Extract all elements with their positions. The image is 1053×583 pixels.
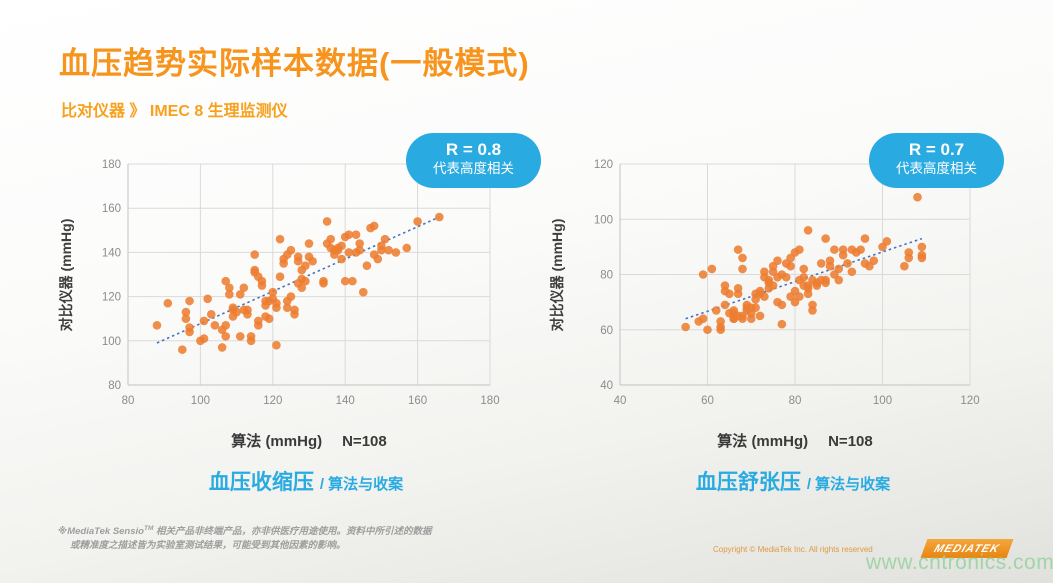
svg-text:100: 100: [191, 395, 210, 407]
svg-text:120: 120: [960, 395, 979, 407]
svg-text:100: 100: [873, 395, 892, 407]
sample-count: N=108: [828, 433, 873, 450]
svg-text:120: 120: [594, 159, 613, 171]
svg-text:80: 80: [108, 380, 121, 392]
disclaimer-text: ※MediaTek SensioTM 相关产品非终端产品，亦非供医疗用途使用。资…: [58, 522, 432, 553]
caption-sub: / 算法与收案: [319, 476, 404, 493]
svg-text:60: 60: [701, 395, 714, 407]
correlation-badge-systolic: R = 0.8 代表高度相关: [406, 133, 541, 188]
r-desc-label: 代表高度相关: [433, 161, 514, 176]
chart-caption-diastolic: 血压舒张压 / 算法与收案: [696, 466, 890, 496]
chart-caption-systolic: 血压收缩压 / 算法与收案: [209, 466, 403, 496]
r-value-label: R = 0.7: [908, 140, 965, 159]
disclaimer-line-1: ※MediaTek SensioTM 相关产品非终端产品，亦非供医疗用途使用。资…: [58, 525, 432, 538]
svg-text:100: 100: [102, 336, 121, 348]
diastolic-scatter-chart: 40 60 80 100 120 40 60 80 100 120: [594, 159, 980, 407]
svg-text:40: 40: [614, 395, 627, 407]
disclaimer-line-2: 或精准度之描述皆为实验室测试结果，可能受到其他因素的影响。: [70, 540, 346, 552]
svg-text:80: 80: [600, 270, 613, 282]
y-axis-label-systolic: 对比仪器 (mmHg): [58, 218, 74, 332]
svg-text:80: 80: [789, 395, 802, 407]
x-axis-title: 算法 (mmHg): [717, 433, 809, 450]
svg-text:40: 40: [600, 380, 613, 392]
subtitle: 比对仪器 》 IMEC 8 生理监测仪: [61, 103, 288, 120]
r-desc-label: 代表高度相关: [896, 161, 977, 176]
svg-text:160: 160: [102, 203, 121, 215]
systolic-scatter-chart: 80 100 120 140 160 180 80 100 120 140 160 180: [102, 159, 500, 407]
svg-text:180: 180: [480, 395, 499, 407]
svg-text:140: 140: [102, 247, 121, 259]
caption-sub: / 算法与收案: [806, 476, 891, 493]
svg-text:120: 120: [263, 395, 282, 407]
sample-count: N=108: [342, 433, 387, 450]
svg-text:60: 60: [600, 325, 613, 337]
page-title: 血压趋势实际样本数据(一般模式): [59, 46, 530, 81]
correlation-badge-diastolic: R = 0.7 代表高度相关: [869, 133, 1004, 188]
svg-text:160: 160: [408, 395, 427, 407]
svg-text:180: 180: [102, 159, 121, 171]
svg-text:120: 120: [102, 292, 121, 304]
r-value-label: R = 0.8: [445, 140, 502, 159]
svg-text:100: 100: [594, 214, 613, 226]
caption-main: 血压收缩压: [208, 471, 314, 494]
x-axis-label-diastolic: 算法 (mmHg) N=108: [717, 430, 872, 451]
watermark-url: www.cntronics.com: [866, 551, 1053, 574]
x-axis-label-systolic: 算法 (mmHg) N=108: [231, 430, 386, 451]
tm-superscript: TM: [143, 525, 154, 532]
svg-text:80: 80: [122, 395, 135, 407]
caption-main: 血压舒张压: [695, 471, 801, 494]
x-axis-title: 算法 (mmHg): [231, 433, 323, 450]
copyright-text: Copyright © MediaTek Inc. All rights res…: [713, 545, 873, 554]
svg-text:140: 140: [336, 395, 355, 407]
